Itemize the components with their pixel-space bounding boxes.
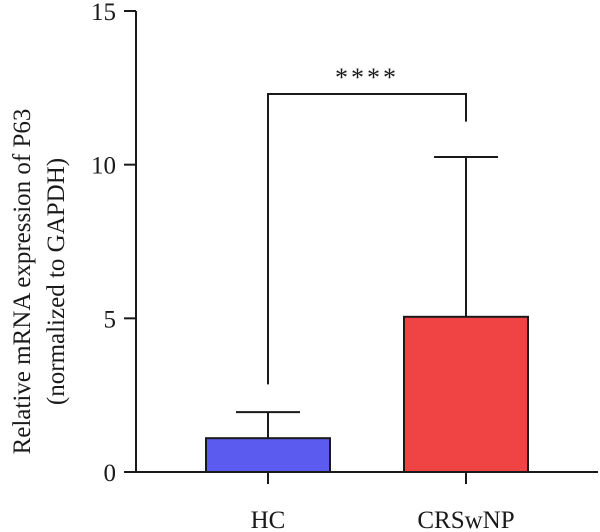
x-axis: HC CRSwNP — [136, 471, 598, 532]
y-axis-title-line: Relative mRNA expression of P63 — [9, 109, 36, 455]
significance-bracket — [267, 92, 467, 385]
y-tick-label: 0 — [104, 460, 117, 487]
bar-crswnp — [403, 315, 529, 473]
y-tick-label: 10 — [91, 153, 116, 180]
bars — [205, 315, 529, 473]
error-bars — [236, 155, 498, 439]
significance-annotation: **** — [267, 63, 467, 385]
y-axis: 0 5 10 15 — [91, 0, 137, 487]
y-axis-title-line: (normalized to GAPDH) — [43, 158, 70, 405]
significance-label: **** — [335, 63, 399, 92]
bar-hc — [205, 437, 331, 473]
y-axis-title: Relative mRNA expression of P63 (normaliz… — [9, 109, 70, 455]
x-tick-label: CRSwNP — [417, 507, 514, 532]
x-tick-label: HC — [251, 507, 286, 532]
y-tick-label: 5 — [104, 306, 117, 333]
y-tick-label: 15 — [91, 0, 116, 26]
